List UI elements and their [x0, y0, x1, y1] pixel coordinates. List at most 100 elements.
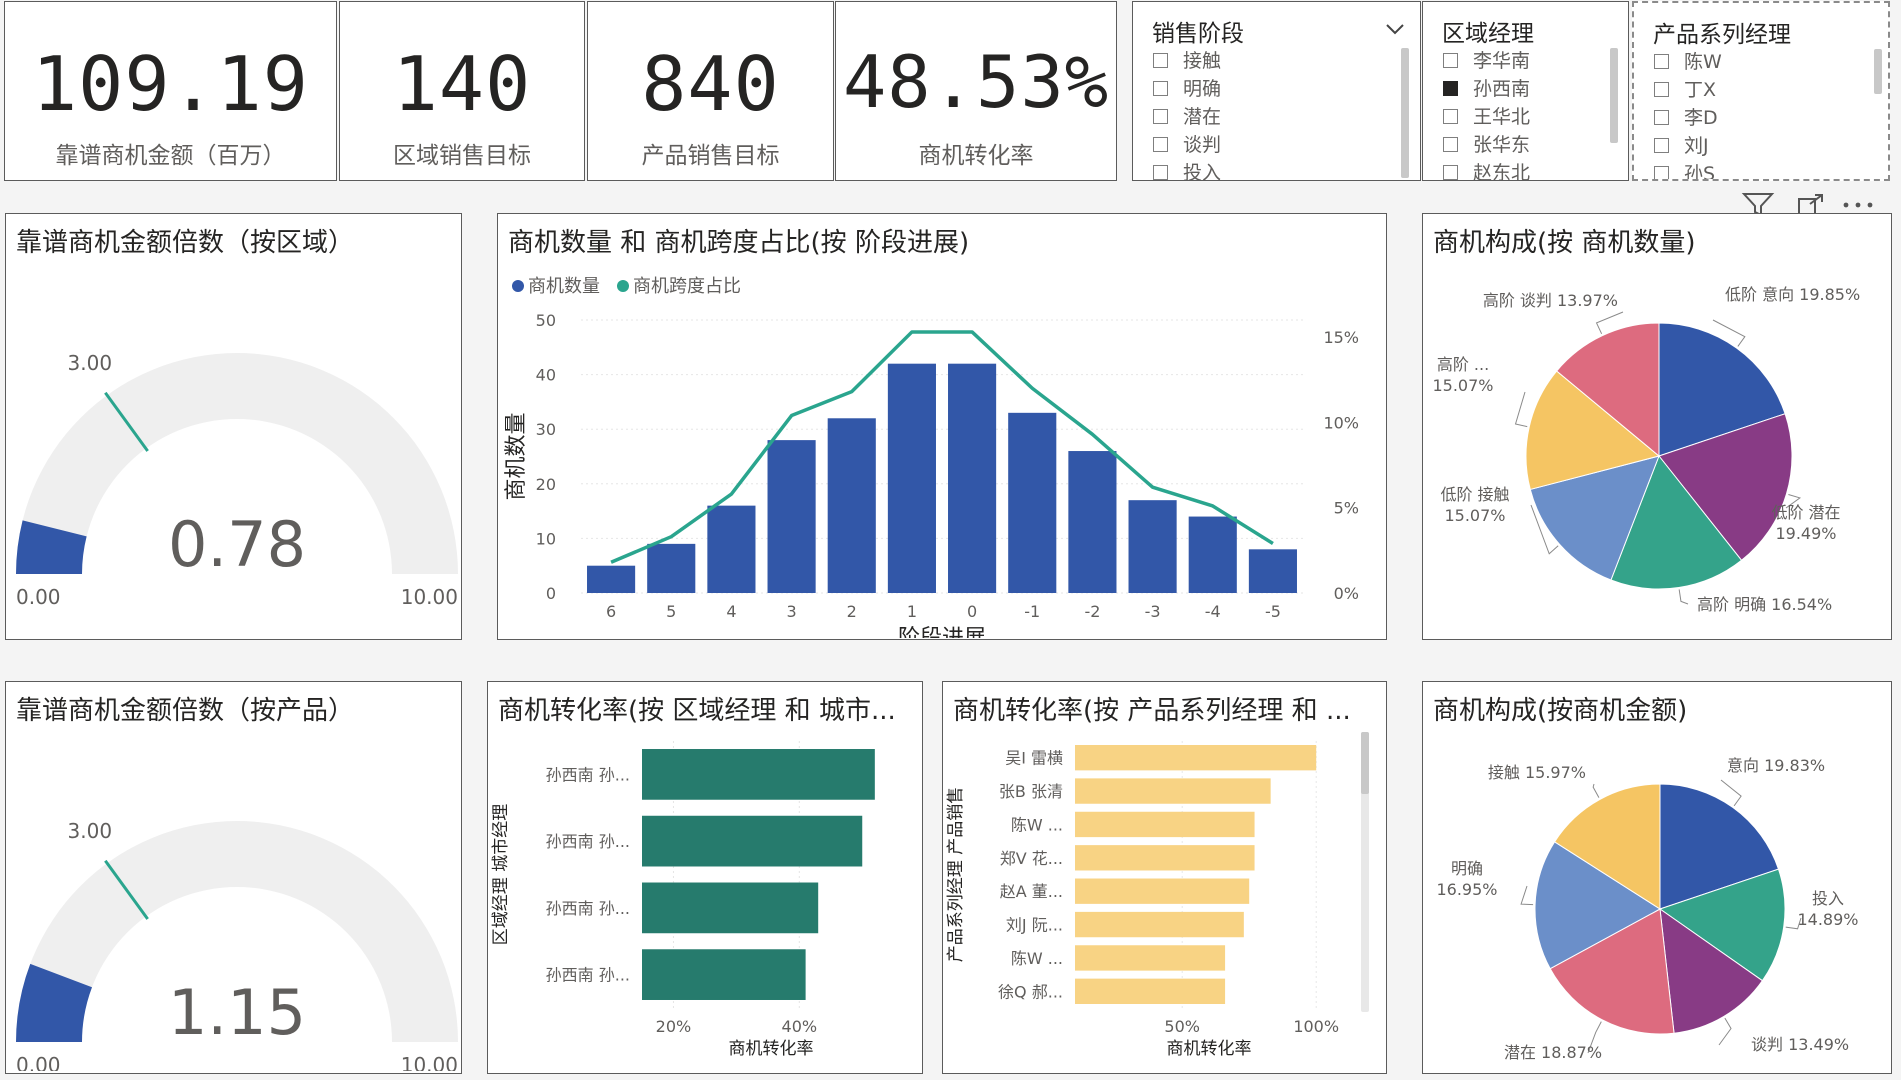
checkbox[interactable]: [1153, 81, 1168, 96]
bar: [1128, 500, 1177, 593]
x-tick-label: 5: [666, 602, 676, 621]
leader-line: [1530, 504, 1559, 555]
y-tick-label: 徐Q 郝...: [998, 982, 1063, 1001]
slicer-item[interactable]: 李华南: [1443, 48, 1530, 74]
combo-chart-panel[interactable]: 商机数量 和 商机跨度占比(按 阶段进展) 商机数量 商机跨度占比 0 10 20 30 4…: [497, 213, 1387, 640]
checkbox[interactable]: [1443, 137, 1458, 152]
y-tick-label: 孙西南 孙...: [546, 899, 630, 918]
checkbox[interactable]: [1443, 109, 1458, 124]
checkbox[interactable]: [1654, 82, 1669, 97]
y-tick-label: 20: [536, 475, 556, 494]
slicer-item-label: 明确: [1183, 78, 1222, 100]
y-axis-title: 商机数量: [504, 412, 529, 500]
bar-region-panel[interactable]: 商机转化率(按 区域经理 和 城市... 20% 40% 孙西南 孙... 孙西南 孙…: [487, 681, 923, 1074]
leader-line: [1678, 589, 1689, 605]
gauge-product-panel[interactable]: 靠谱商机金额倍数（按产品） 3.00 1.15 0.00 10.00: [5, 681, 462, 1074]
kpi-card-conversion[interactable]: 48.53% 商机转化率: [835, 1, 1117, 181]
kpi-value: 840: [641, 40, 780, 128]
slicer-item[interactable]: 丁X: [1654, 77, 1716, 103]
y-tick-label: 张B 张清: [999, 782, 1063, 801]
gauge-chart: 3.00 0.78 0.00 10.00: [16, 351, 458, 609]
x-tick-label: -2: [1084, 602, 1100, 621]
gauge-min-label: 0.00: [16, 1053, 61, 1071]
checkbox[interactable]: [1654, 54, 1669, 69]
slicer-item[interactable]: 潜在: [1153, 104, 1221, 130]
slicer-region[interactable]: 区域经理 李华南 孙西南 王华北 张华东 赵东北: [1422, 1, 1629, 181]
bar: [767, 440, 816, 593]
slice-label: 潜在 18.87%: [1504, 1043, 1602, 1062]
pie-slice: [1549, 908, 1675, 1035]
scrollbar[interactable]: [1401, 48, 1409, 178]
kpi-card-product-target[interactable]: 840 产品销售目标: [587, 1, 834, 181]
bar: [647, 543, 696, 593]
bar: [642, 882, 819, 934]
scrollbar-thumb[interactable]: [1361, 732, 1369, 794]
x-tick-label: 3: [786, 602, 796, 621]
slicer-stage[interactable]: 销售阶段 接触 明确 潜在 谈判 投入: [1132, 1, 1421, 181]
x-tick-label: 100%: [1293, 1017, 1339, 1036]
slicer-item[interactable]: 张华东: [1443, 132, 1530, 158]
legend-label: 商机数量: [528, 276, 600, 297]
x-tick-label: -5: [1265, 602, 1281, 621]
slicer-item[interactable]: 陈W: [1654, 49, 1722, 75]
bar: [1075, 878, 1250, 904]
slicer-item[interactable]: 刘J: [1654, 133, 1709, 159]
pie-count-panel[interactable]: 商机构成(按 商机数量) 低阶 意向 19.85% 低阶 潜在 19.49% 高阶 明…: [1422, 213, 1892, 640]
slice-label: 高阶 明确 16.54%: [1697, 595, 1832, 614]
pie-slice: [1610, 455, 1743, 590]
slicer-item[interactable]: 孙S: [1654, 161, 1715, 179]
slice-label: 16.95%: [1436, 880, 1497, 899]
checkbox[interactable]: [1654, 166, 1669, 179]
slicer-product[interactable]: 产品系列经理 陈W 丁X 李D 刘J 孙S: [1632, 1, 1890, 181]
slicer-item[interactable]: 王华北: [1443, 104, 1530, 130]
checkbox[interactable]: [1153, 53, 1168, 68]
gauge-region-panel[interactable]: 靠谱商机金额倍数（按区域） 3.00 0.78 0.00 10.00: [5, 213, 462, 640]
slicer-item[interactable]: 赵东北: [1443, 160, 1530, 180]
slicer-item[interactable]: 谈判: [1153, 132, 1221, 158]
y-tick-label: 刘J 阮...: [1006, 916, 1063, 935]
pie-slice: [1555, 322, 1660, 458]
bar-product-panel[interactable]: 商机转化率(按 产品系列经理 和 ... 50% 100% 吴I 雷横 张B 张清 陈W…: [942, 681, 1387, 1074]
kpi-card-region-target[interactable]: 140 区域销售目标: [339, 1, 585, 181]
y2-tick-label: 0%: [1334, 584, 1359, 603]
pie-slice: [1525, 370, 1661, 491]
chevron-down-icon[interactable]: [1385, 22, 1405, 36]
scrollbar[interactable]: [1610, 48, 1618, 143]
checkbox[interactable]: [1153, 137, 1168, 152]
y-axis-title: 区域经理 城市经理: [491, 804, 511, 945]
x-tick-label: 0: [967, 602, 977, 621]
checkbox[interactable]: [1443, 53, 1458, 68]
slicer-item[interactable]: 投入: [1153, 160, 1221, 180]
scrollbar[interactable]: [1874, 49, 1882, 94]
checkbox[interactable]: [1443, 81, 1458, 96]
checkbox[interactable]: [1153, 109, 1168, 124]
gauge-value: 0.78: [168, 508, 306, 581]
scrollbar[interactable]: [1361, 732, 1369, 1012]
more-options-icon[interactable]: [1840, 200, 1876, 210]
x-tick-label: 1: [907, 602, 917, 621]
slicer-item-label: 刘J: [1684, 135, 1709, 157]
checkbox[interactable]: [1443, 165, 1458, 180]
slicer-item[interactable]: 孙西南: [1443, 76, 1530, 102]
panel-title: 商机数量 和 商机跨度占比(按 阶段进展): [508, 228, 970, 258]
checkbox[interactable]: [1654, 138, 1669, 153]
pie-amount-panel[interactable]: 商机构成(按商机金额) 意向 19.83% 投入 14.89% 谈判 13.49% 潜在…: [1422, 681, 1892, 1074]
checkbox[interactable]: [1153, 165, 1168, 180]
slicer-item[interactable]: 李D: [1654, 105, 1718, 131]
slicer-item[interactable]: 明确: [1153, 76, 1221, 102]
x-tick-label: 20%: [656, 1017, 692, 1036]
pie-slice: [1534, 841, 1661, 970]
x-tick-label: -3: [1145, 602, 1161, 621]
slicer-item[interactable]: 接触: [1153, 48, 1221, 74]
kpi-card-amount[interactable]: 109.19 靠谱商机金额（百万）: [4, 1, 337, 181]
x-tick-label: -4: [1205, 602, 1221, 621]
slicer-item-label: 李华南: [1473, 50, 1531, 72]
kpi-value: 140: [392, 40, 532, 128]
y2-tick-label: 5%: [1334, 499, 1359, 518]
checkbox[interactable]: [1654, 110, 1669, 125]
pie-slice: [1658, 868, 1786, 982]
bar: [948, 363, 997, 593]
bar: [1075, 911, 1244, 938]
